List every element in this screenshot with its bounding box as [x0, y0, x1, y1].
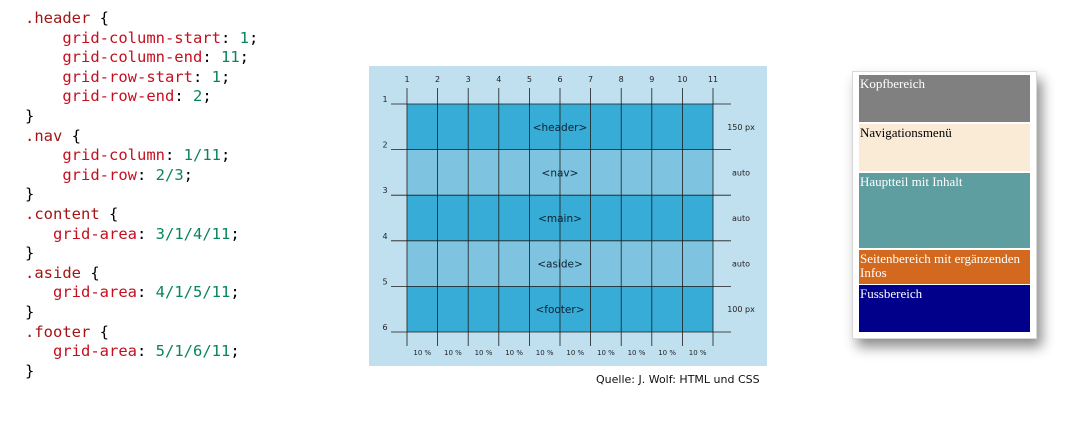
code-semicolon: ;: [221, 67, 231, 86]
row-line-number: 2: [382, 141, 387, 150]
preview-aside-area: Seitenbereich mit ergänzenden Infos: [859, 250, 1030, 284]
code-brace: {: [99, 322, 109, 341]
code-colon: :: [136, 165, 156, 184]
grid-layout-diagram: <header> 150 px <nav> auto <main> auto <aside>…: [369, 66, 767, 366]
row-size-label: auto: [732, 260, 750, 269]
code-semicolon: ;: [230, 224, 240, 243]
grid-diagram-canvas: <header> 150 px<nav> auto<main> auto<aside>…: [382, 75, 755, 357]
column-line-number: 10: [677, 75, 687, 84]
code-colon: :: [137, 342, 156, 361]
code-brace: {: [99, 9, 109, 27]
code-semicolon: ;: [230, 342, 240, 361]
code-rule: .footer { grid-area: 5/1/6/11; }: [25, 323, 240, 380]
column-width-label: 10 %: [658, 349, 676, 357]
css-selector: .content: [25, 204, 100, 223]
code-colon: :: [192, 67, 212, 86]
code-semicolon: ;: [202, 87, 212, 106]
code-semicolon: ;: [183, 165, 193, 184]
code-semicolon: ;: [220, 146, 231, 165]
column-width-label: 10 %: [413, 349, 431, 357]
code-brace: }: [25, 106, 35, 125]
code-brace: }: [25, 185, 35, 204]
code-brace: {: [90, 263, 100, 282]
css-value: 5/1/6/11: [155, 342, 231, 361]
css-value: 11: [220, 48, 240, 67]
css-property: grid-area: [53, 224, 137, 243]
column-width-label: 10 %: [444, 349, 462, 357]
css-value: 3/1/4/11: [155, 224, 231, 243]
code-brace: }: [25, 361, 35, 380]
column-line-number: 1: [404, 75, 409, 84]
preview-footer-area: Fussbereich: [859, 285, 1030, 332]
css-code-listing: .header { grid-column-start: 1; grid-col…: [25, 9, 258, 381]
css-property: grid-column: [62, 146, 165, 165]
code-brace: {: [108, 204, 119, 223]
code-rule: .aside { grid-area: 4/1/5/11; }: [25, 264, 240, 321]
code-semicolon: ;: [248, 28, 259, 47]
column-width-label: 10 %: [689, 349, 707, 357]
code-brace: {: [71, 126, 81, 145]
css-selector: .aside: [25, 263, 81, 282]
column-line-number: 11: [708, 75, 718, 84]
row-line-number: 1: [382, 95, 387, 104]
code-colon: :: [174, 87, 193, 106]
column-line-number: 2: [435, 75, 440, 84]
row-size-label: auto: [732, 168, 750, 177]
column-width-label: 10 %: [628, 349, 646, 357]
code-brace: }: [25, 302, 35, 321]
preview-main-area: Hauptteil mit Inhalt: [859, 173, 1030, 248]
code-semicolon: ;: [239, 48, 249, 67]
code-colon: :: [137, 283, 156, 302]
row-line-number: 4: [382, 232, 387, 241]
row-line-number: 5: [382, 277, 387, 286]
code-colon: :: [202, 48, 221, 67]
code-colon: :: [164, 146, 184, 165]
column-width-label: 10 %: [505, 349, 523, 357]
css-property: grid-area: [53, 342, 137, 361]
column-width-label: 10 %: [536, 349, 554, 357]
css-value: 4/1/5/11: [155, 283, 231, 302]
code-rule: .nav { grid-column: 1/11; grid-row: 2/3;…: [25, 127, 230, 204]
row-size-label: auto: [732, 214, 750, 223]
css-value: 1: [211, 67, 221, 86]
code-colon: :: [220, 28, 240, 47]
css-property: grid-row-start: [62, 67, 193, 86]
column-line-number: 4: [496, 75, 501, 84]
column-line-number: 3: [466, 75, 471, 84]
column-line-number: 8: [619, 75, 624, 84]
css-property: grid-row: [62, 165, 137, 184]
column-line-number: 6: [557, 75, 562, 84]
css-property: grid-column-start: [62, 28, 221, 47]
code-brace: }: [25, 244, 35, 263]
rendered-layout-preview: Kopfbereich Navigationsmenü Hauptteil mi…: [852, 71, 1037, 339]
css-value: 1/11: [183, 146, 221, 165]
column-width-label: 10 %: [475, 349, 493, 357]
preview-header-area: Kopfbereich: [859, 75, 1030, 122]
css-property: grid-area: [53, 283, 137, 302]
row-size-label: 150 px: [727, 123, 755, 132]
css-property: grid-row-end: [62, 87, 175, 106]
column-line-number: 5: [527, 75, 532, 84]
css-value: 2/3: [155, 165, 184, 184]
row-line-number: 6: [382, 323, 387, 332]
code-colon: :: [137, 224, 156, 243]
row-size-label: 100 px: [727, 305, 755, 314]
code-semicolon: ;: [230, 283, 240, 302]
css-value: 2: [192, 87, 203, 106]
source-caption: Quelle: J. Wolf: HTML und CSS: [596, 373, 760, 386]
css-property: grid-column-end: [62, 48, 203, 67]
css-selector: .header: [25, 9, 91, 27]
column-width-label: 10 %: [597, 349, 615, 357]
code-rule: .header { grid-column-start: 1; grid-col…: [25, 9, 258, 125]
css-selector: .footer: [25, 322, 91, 341]
row-line-number: 3: [382, 186, 387, 195]
preview-nav-area: Navigationsmenü: [859, 124, 1030, 171]
css-value: 1: [239, 28, 249, 47]
column-line-number: 7: [588, 75, 593, 84]
css-selector: .nav: [25, 126, 63, 145]
column-line-number: 9: [649, 75, 654, 84]
code-rule: .content { grid-area: 3/1/4/11; }: [25, 205, 240, 262]
column-width-label: 10 %: [566, 349, 584, 357]
